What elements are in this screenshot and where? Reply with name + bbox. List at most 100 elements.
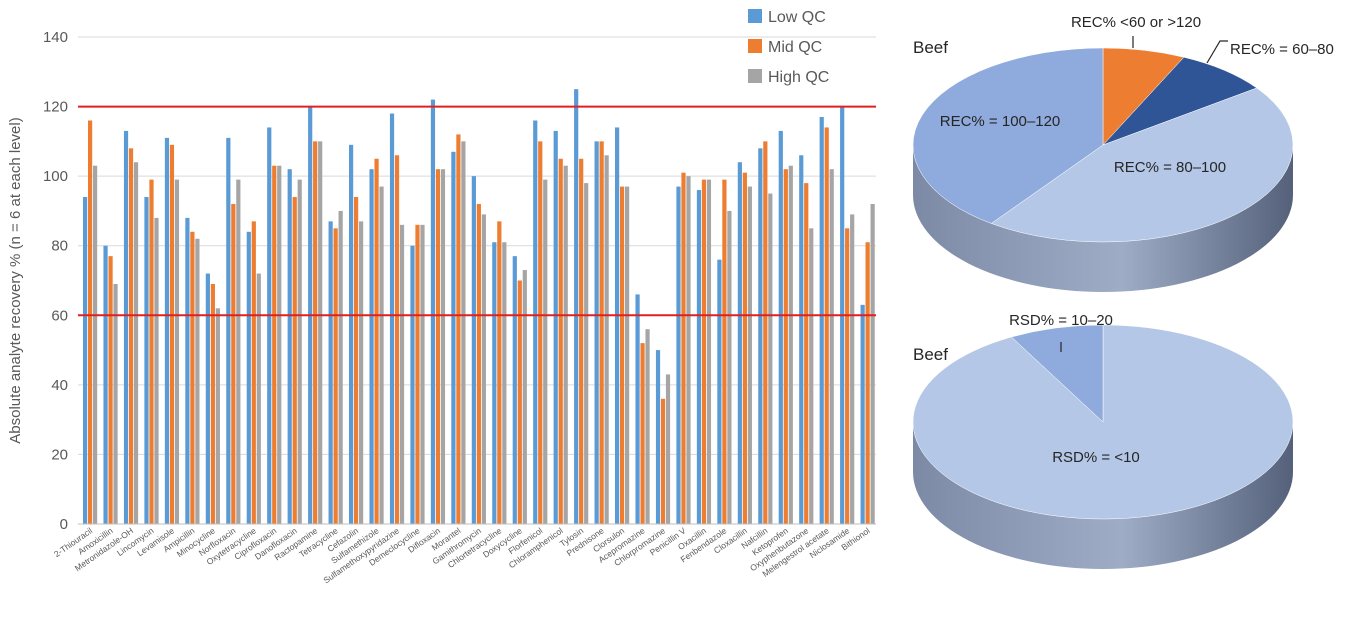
- bar-high-qc: [809, 228, 814, 525]
- bar-low-qc: [83, 197, 88, 524]
- y-tick-label: 20: [51, 446, 68, 463]
- bar-low-qc: [246, 231, 251, 525]
- bar-low-qc: [676, 186, 681, 525]
- bar-high-qc: [359, 221, 364, 524]
- bar-low-qc: [451, 151, 456, 525]
- bar-mid-qc: [804, 183, 809, 524]
- bar-low-qc: [226, 137, 231, 524]
- bar-mid-qc: [394, 155, 400, 524]
- bar-high-qc: [379, 186, 384, 525]
- bar-high-qc: [113, 283, 118, 524]
- bar-high-qc: [747, 186, 752, 525]
- bar-mid-qc: [681, 172, 686, 524]
- pie-slice: [912, 47, 1104, 224]
- bar-high-qc: [154, 217, 159, 524]
- bar-high-qc: [584, 183, 589, 524]
- pie-side-wall: [913, 422, 1293, 569]
- bar-low-qc: [267, 127, 272, 524]
- bar-low-qc: [696, 190, 702, 525]
- callout-label: RSD% = 10–20: [1009, 312, 1113, 329]
- bar-high-qc: [522, 270, 527, 524]
- bar-low-qc: [860, 304, 865, 524]
- bar-high-qc: [133, 162, 139, 524]
- bar-mid-qc: [538, 141, 543, 524]
- bar-mid-qc: [435, 169, 441, 524]
- y-tick-label: 0: [60, 516, 68, 533]
- bar-mid-qc: [210, 283, 215, 524]
- bar-mid-qc: [149, 179, 154, 524]
- bar-low-qc: [185, 217, 190, 524]
- bar-high-qc: [625, 186, 630, 525]
- bar-mid-qc: [354, 197, 359, 524]
- slice-label: REC% = 100–120: [940, 113, 1061, 130]
- bar-low-qc: [205, 273, 210, 524]
- bar-high-qc: [645, 329, 650, 524]
- bar-mid-qc: [231, 203, 236, 524]
- bar-low-qc: [492, 242, 497, 524]
- bar-high-qc: [440, 169, 446, 524]
- bar-low-qc: [430, 99, 436, 524]
- bar-high-qc: [870, 203, 875, 524]
- bar-high-qc: [215, 308, 220, 524]
- bar-low-qc: [164, 137, 170, 524]
- bar-mid-qc: [865, 242, 870, 524]
- bar-mid-qc: [313, 141, 318, 524]
- bar-high-qc: [768, 193, 773, 525]
- y-axis-label: Absolute analyte recovery % (n = 6 at ea…: [7, 117, 24, 443]
- bar-low-qc: [123, 130, 129, 524]
- bar-low-qc: [778, 130, 783, 524]
- bar-mid-qc: [415, 224, 420, 525]
- bar-high-qc: [338, 210, 343, 524]
- legend-label: Mid QC: [768, 39, 822, 56]
- bar-mid-qc: [333, 228, 338, 525]
- slice-label: RSD% = <10: [1052, 449, 1140, 466]
- bar-high-qc: [788, 165, 793, 524]
- bar-high-qc: [236, 179, 241, 524]
- bar-high-qc: [174, 179, 180, 524]
- bar-mid-qc: [272, 165, 277, 524]
- bar-mid-qc: [88, 120, 93, 524]
- bar-low-qc: [717, 259, 722, 524]
- y-tick-label: 100: [43, 168, 68, 185]
- pie-group-label: Beef: [913, 38, 948, 57]
- bar-high-qc: [481, 214, 486, 524]
- pie-side-wall: [913, 145, 1293, 292]
- bar-mid-qc: [845, 228, 850, 525]
- pie-slice: [1102, 56, 1258, 146]
- y-tick-label: 120: [43, 99, 68, 116]
- bar-low-qc: [533, 120, 538, 524]
- bar-mid-qc: [558, 158, 563, 524]
- legend-swatch: [748, 39, 762, 53]
- bar-low-qc: [758, 148, 763, 525]
- bar-mid-qc: [783, 169, 788, 524]
- bar-mid-qc: [374, 158, 379, 524]
- bar-mid-qc: [456, 134, 461, 524]
- legend-swatch: [748, 9, 762, 23]
- bar-high-qc: [850, 214, 855, 524]
- y-tick-label: 60: [51, 307, 68, 324]
- bar-low-qc: [471, 176, 476, 524]
- bar-mid-qc: [292, 197, 297, 524]
- slice-label: REC% = 80–100: [1114, 159, 1226, 176]
- callout-leader: [1206, 40, 1228, 64]
- bar-mid-qc: [701, 179, 707, 524]
- bar-high-qc: [399, 224, 405, 525]
- bar-mid-qc: [190, 231, 195, 525]
- bar-high-qc: [829, 169, 834, 524]
- bar-high-qc: [686, 176, 691, 524]
- bar-high-qc: [256, 273, 261, 524]
- bar-low-qc: [594, 141, 599, 524]
- pie-group-label: Beef: [913, 345, 948, 364]
- bar-mid-qc: [742, 172, 747, 524]
- bar-low-qc: [819, 117, 824, 524]
- callout-label: REC% <60 or >120: [1071, 14, 1201, 31]
- rsd-pie-chart: RSD% = <10 RSD% = 10–20 Beef: [912, 312, 1294, 569]
- bar-high-qc: [195, 238, 200, 524]
- bar-high-qc: [461, 141, 466, 524]
- bar-low-qc: [369, 169, 374, 524]
- pie-slice: [990, 87, 1294, 243]
- bar-low-qc: [287, 169, 292, 524]
- bar-low-qc: [553, 130, 558, 524]
- bar-low-qc: [635, 294, 640, 524]
- bar-low-qc: [410, 245, 415, 524]
